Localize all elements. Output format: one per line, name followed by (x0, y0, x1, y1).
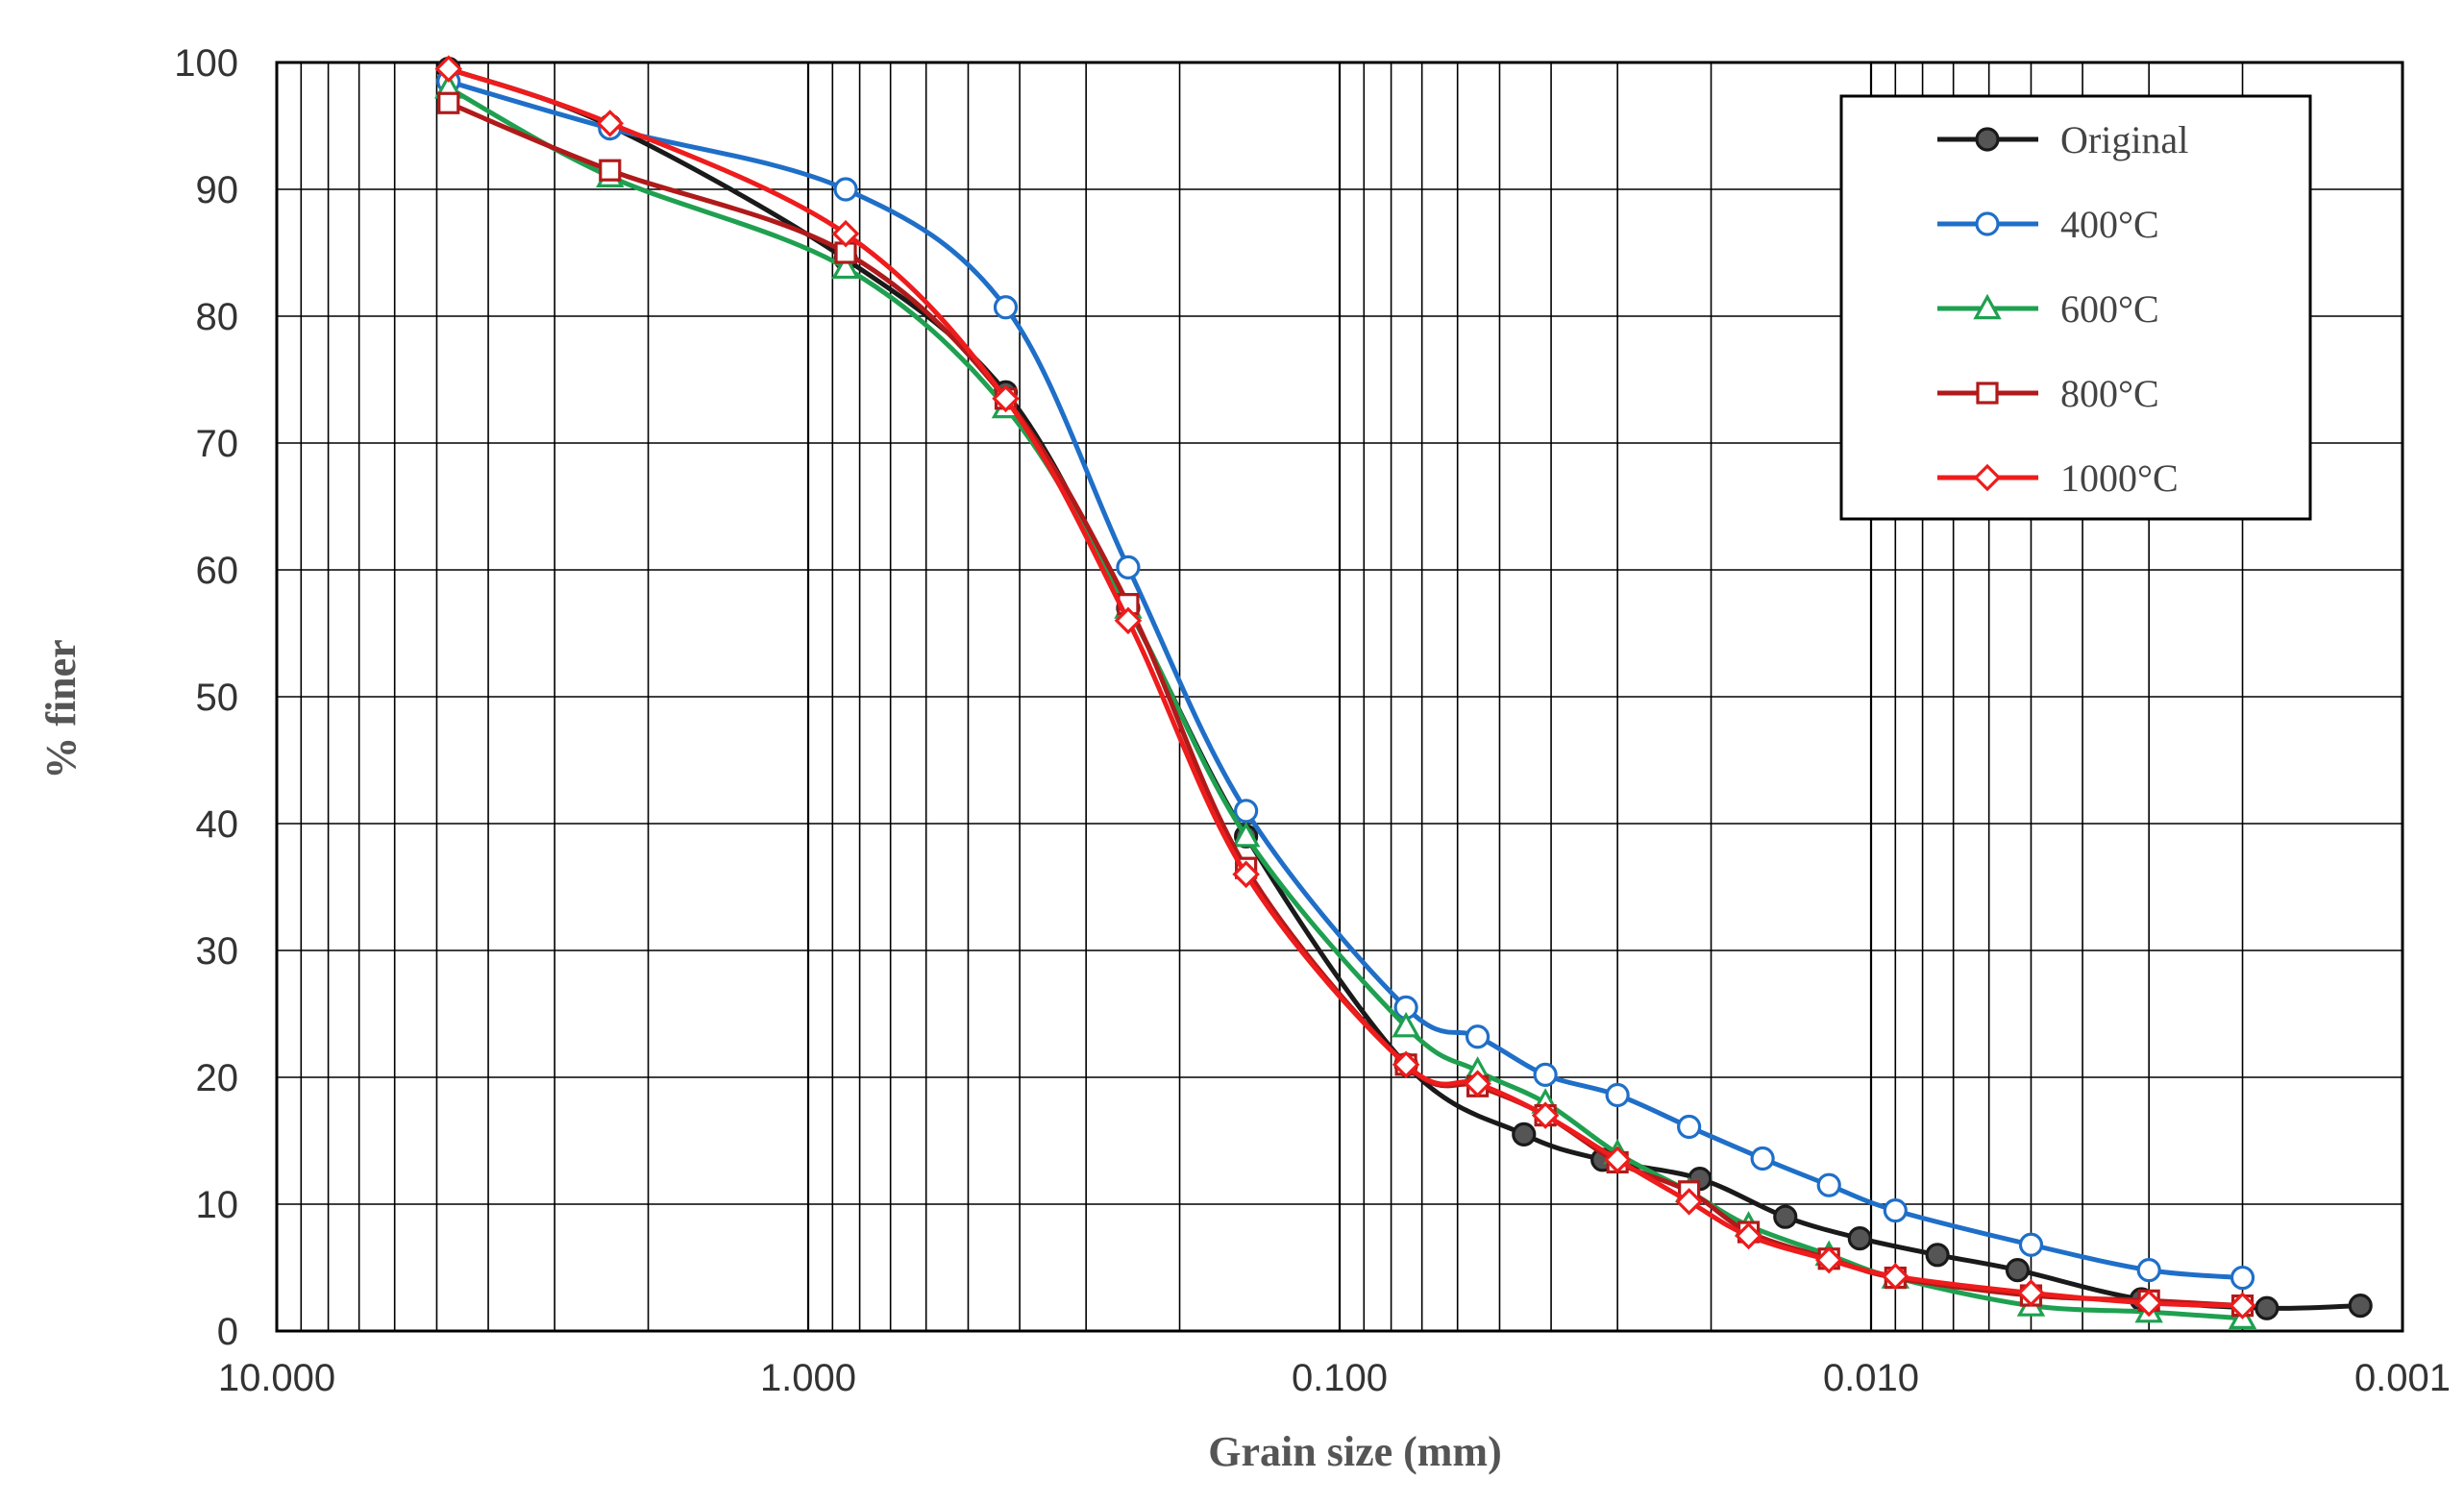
data-point (2017, 1279, 2045, 1307)
legend-label: Original (2060, 118, 2188, 161)
legend-entry: 1000°C (1937, 456, 2179, 500)
data-point (1392, 1011, 1420, 1038)
legend: Original 400°C 600°C 800°C 1000°C (1839, 94, 2312, 521)
legend-label: 800°C (2060, 372, 2159, 415)
data-point (1512, 1122, 1537, 1147)
y-axis-title: % finer (37, 639, 85, 778)
data-point (831, 219, 860, 248)
data-point (2230, 1265, 2255, 1291)
data-point (2005, 1258, 2031, 1283)
legend-label: 1000°C (2060, 456, 2179, 500)
data-point (1234, 799, 1259, 824)
data-point (599, 159, 622, 182)
data-point (2018, 1232, 2044, 1257)
data-point (1114, 606, 1143, 635)
data-point (1116, 555, 1141, 579)
data-point (1814, 1245, 1843, 1274)
y-tick-label: 0 (217, 1311, 238, 1353)
data-point (1773, 1204, 1798, 1229)
y-tick-label: 40 (196, 803, 239, 846)
data-point (831, 253, 860, 280)
data-point (1883, 1197, 1908, 1223)
y-tick-label: 60 (196, 550, 239, 592)
series-1 (436, 69, 2255, 1291)
legend-label: 400°C (2060, 203, 2159, 246)
data-point (1392, 1050, 1420, 1079)
data-point (1925, 1243, 1950, 1268)
data-point (1464, 1070, 1491, 1097)
data-point (1533, 1062, 1558, 1087)
x-tick-label: 0.001 (2354, 1357, 2451, 1399)
y-tick-label: 70 (196, 423, 239, 465)
data-point (434, 55, 463, 83)
x-axis-title: Grain size (mm) (1208, 1428, 1501, 1475)
plot-frame (275, 61, 2404, 1333)
legend-entry: Original (1937, 118, 2188, 161)
data-point (1465, 1024, 1491, 1049)
y-tick-label: 50 (196, 677, 239, 719)
series-4 (434, 55, 2256, 1319)
legend-marker (1975, 127, 2000, 152)
x-tick-label: 0.010 (1823, 1357, 1919, 1399)
data-point (2348, 1293, 2373, 1319)
data-point (2134, 1289, 2163, 1318)
data-point (1677, 1114, 1702, 1140)
legend-entry: 400°C (1937, 203, 2159, 246)
data-point (992, 384, 1020, 413)
data-point (596, 110, 625, 137)
data-point (2136, 1258, 2161, 1283)
data-point (1735, 1221, 1762, 1250)
data-point (1231, 821, 1261, 848)
data-point (1232, 860, 1260, 889)
x-tick-label: 1.000 (760, 1357, 856, 1399)
data-point (2255, 1295, 2279, 1320)
legend-label: 600°C (2060, 287, 2159, 331)
data-point (1816, 1172, 1841, 1197)
legend-entry: 800°C (1937, 372, 2159, 415)
y-tick-label: 10 (196, 1184, 239, 1226)
data-point (993, 295, 1019, 320)
data-point (1531, 1101, 1560, 1129)
data-point (1675, 1188, 1703, 1216)
data-point (1882, 1262, 1910, 1291)
y-tick-label: 80 (196, 296, 239, 338)
data-point (2229, 1292, 2256, 1319)
legend-marker (1976, 382, 1999, 405)
legend-marker (1973, 463, 2002, 492)
y-tick-label: 30 (196, 930, 239, 973)
legend-marker (1973, 293, 2002, 320)
legend-entry: 600°C (1937, 287, 2159, 331)
x-tick-label: 10.000 (218, 1357, 335, 1399)
data-point (1603, 1146, 1632, 1174)
data-point (833, 177, 858, 202)
data-point (1750, 1146, 1775, 1171)
legend-box (1839, 94, 2312, 521)
y-tick-label: 20 (196, 1057, 239, 1099)
data-point (1847, 1226, 1872, 1251)
legend-marker (1975, 211, 2000, 236)
y-tick-label: 90 (196, 169, 239, 211)
data-point (1605, 1082, 1630, 1108)
y-tick-label: 100 (174, 42, 238, 85)
data-point (437, 91, 460, 114)
x-tick-label: 0.100 (1292, 1357, 1388, 1399)
